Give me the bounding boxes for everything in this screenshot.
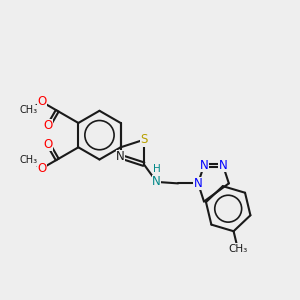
Text: O: O: [38, 95, 47, 109]
Text: S: S: [140, 133, 147, 146]
Text: O: O: [44, 119, 53, 133]
Text: N: N: [219, 159, 227, 172]
Text: N: N: [194, 177, 203, 190]
Text: H: H: [153, 164, 160, 174]
Text: CH₃: CH₃: [19, 105, 38, 115]
Text: O: O: [38, 162, 47, 175]
Text: N: N: [152, 176, 161, 188]
Text: CH₃: CH₃: [228, 244, 248, 254]
Text: N: N: [116, 150, 125, 163]
Text: N: N: [200, 159, 208, 172]
Text: CH₃: CH₃: [19, 155, 38, 165]
Text: O: O: [44, 138, 53, 151]
